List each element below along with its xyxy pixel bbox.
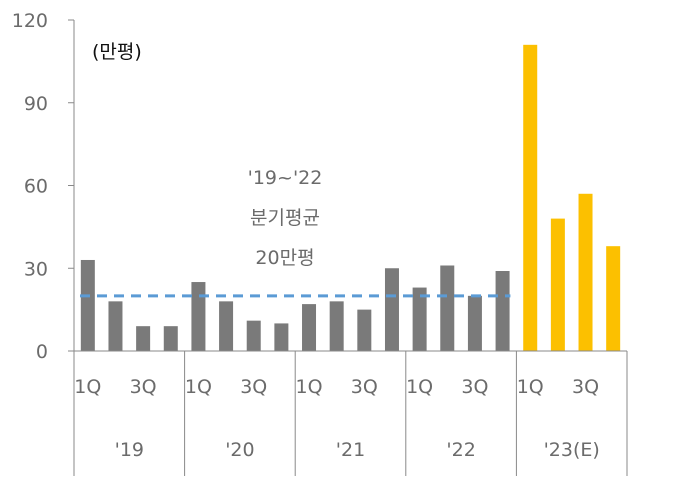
- year-label: '20: [225, 439, 254, 461]
- bar: [606, 246, 621, 351]
- bar: [495, 271, 510, 351]
- x-axis-quarter-labels: 1Q 3Q 1Q 3Q 1Q 3Q 1Q 3Q 1Q 3Q: [74, 376, 599, 398]
- average-label-line-1: '19~'22: [248, 167, 323, 189]
- year-dividers: [73, 351, 628, 476]
- x-tick-label: 3Q: [240, 376, 267, 398]
- year-label: '22: [446, 439, 475, 461]
- average-label-line-3: 20만평: [255, 247, 314, 269]
- bars: [80, 44, 621, 351]
- bar: [163, 326, 178, 351]
- bar: [329, 301, 344, 351]
- x-tick-label: 3Q: [130, 376, 157, 398]
- y-tick-label: 0: [36, 341, 48, 363]
- x-tick-label: 1Q: [406, 376, 433, 398]
- bar: [384, 268, 399, 351]
- bar: [219, 301, 234, 351]
- y-tick-label: 120: [12, 10, 48, 32]
- bar: [80, 259, 95, 351]
- y-tick-label: 30: [24, 258, 48, 280]
- y-tick-label: 90: [24, 93, 48, 115]
- x-tick-label: 1Q: [517, 376, 544, 398]
- bar: [302, 304, 317, 351]
- bar: [108, 301, 123, 351]
- x-tick-label: 1Q: [296, 376, 323, 398]
- bar: [578, 193, 593, 351]
- year-label: '23(E): [544, 439, 600, 461]
- x-tick-label: 1Q: [185, 376, 212, 398]
- average-annotation: '19~'22 분기평균 20만평: [248, 167, 323, 269]
- x-axis-year-labels: '19 '20 '21 '22 '23(E): [115, 439, 600, 461]
- y-tick-label: 60: [24, 176, 48, 198]
- bar: [357, 309, 372, 351]
- bar: [136, 326, 151, 351]
- bar: [550, 218, 565, 351]
- bar: [191, 282, 206, 351]
- x-tick-label: 3Q: [572, 376, 599, 398]
- bar: [440, 265, 455, 351]
- bar: [523, 44, 538, 351]
- x-tick-label: 1Q: [74, 376, 101, 398]
- x-tick-label: 3Q: [351, 376, 378, 398]
- unit-label: (만평): [92, 41, 142, 63]
- year-label: '21: [336, 439, 365, 461]
- x-tick-label: 3Q: [461, 376, 488, 398]
- average-label-line-2: 분기평균: [250, 207, 320, 229]
- bar: [274, 323, 289, 351]
- year-label: '19: [115, 439, 144, 461]
- y-axis-ticks: 0 30 60 90 120: [12, 10, 75, 363]
- bar: [467, 295, 482, 351]
- bar: [246, 320, 261, 351]
- bar: [412, 287, 427, 351]
